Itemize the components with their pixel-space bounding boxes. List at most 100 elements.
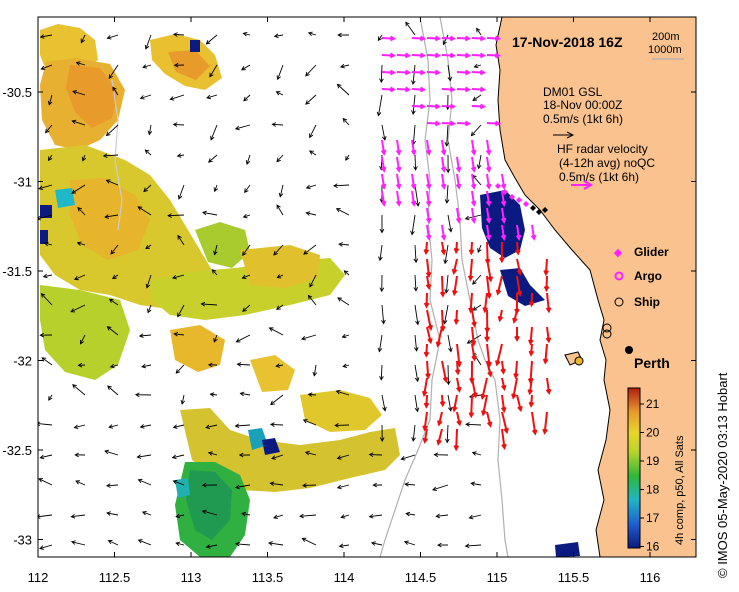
hf-radar-arrows <box>421 241 552 452</box>
current-arrow <box>171 454 185 460</box>
current-arrow <box>137 478 152 486</box>
current-arrow <box>177 234 185 246</box>
current-arrow <box>368 513 383 519</box>
hf-radar-arrow <box>528 292 535 308</box>
current-arrow <box>305 94 317 105</box>
hf-radar-arrow <box>421 377 428 398</box>
hf-radar-label: HF radar velocity <box>557 142 648 156</box>
hf-radar-arrow-north <box>470 190 477 207</box>
hf-radar-arrow-north <box>381 35 397 42</box>
x-axis: 112 112.5 113 113.5 114 114.5 115 115.5 116 <box>28 17 661 585</box>
legend-argo-label: Argo <box>634 269 662 283</box>
hf-radar-arrow <box>542 411 548 435</box>
hf-radar-arrow-north <box>411 86 427 93</box>
current-arrow <box>379 274 385 293</box>
hf-radar-arrow <box>451 394 458 413</box>
colorbar-tick-label: 16 <box>646 540 660 554</box>
current-arrow <box>472 94 482 101</box>
sst-patch <box>70 178 150 260</box>
current-arrow <box>110 244 119 255</box>
x-tick-label: 114 <box>334 570 355 585</box>
current-arrow <box>334 423 350 428</box>
hf-radar-arrow-north <box>471 86 487 93</box>
x-tick-label: 116 <box>640 570 661 585</box>
hf-radar-arrow-north <box>381 86 397 93</box>
hf-radar-arrow <box>480 377 488 401</box>
current-arrow <box>437 542 449 548</box>
current-arrow <box>338 543 350 549</box>
hf-radar-arrow-north <box>441 35 457 42</box>
hf-radar-arrow-north <box>456 120 472 127</box>
current-arrow <box>340 514 350 519</box>
current-arrow <box>138 333 152 339</box>
current-arrow <box>414 364 420 383</box>
current-arrow <box>235 334 251 343</box>
y-tick-label: -31 <box>13 175 32 190</box>
current-arrow <box>42 273 53 279</box>
current-arrow <box>134 392 152 398</box>
glider-position <box>495 183 501 189</box>
hf-radar-arrow-north <box>485 190 492 207</box>
y-tick-label: -32.5 <box>2 443 32 458</box>
current-arrow <box>276 274 284 279</box>
sst-patch <box>240 245 320 288</box>
current-arrow <box>241 511 251 517</box>
current-arrow <box>446 364 451 386</box>
current-arrow <box>111 274 119 279</box>
hf-radar-arrow <box>527 377 533 396</box>
current-arrow <box>447 394 453 412</box>
hf-radar-arrow-north <box>380 156 387 173</box>
current-arrow <box>309 274 317 288</box>
current-arrow <box>472 274 482 285</box>
current-arrow <box>276 154 284 163</box>
current-arrow <box>169 94 185 101</box>
current-arrow <box>302 419 317 426</box>
hf-radar-arrow <box>486 411 493 428</box>
hf-radar-arrow <box>423 292 430 309</box>
current-arrow <box>268 327 284 336</box>
current-arrow <box>273 33 284 39</box>
current-arrow <box>414 184 420 207</box>
glider-position <box>536 209 542 215</box>
current-arrow <box>376 94 383 117</box>
y-tick-label: -32 <box>13 354 32 369</box>
current-arrow <box>301 537 317 546</box>
legend-ship-label: Ship <box>634 295 660 309</box>
current-arrow <box>47 94 53 106</box>
hf-radar-arrow-north <box>440 139 447 156</box>
hf-radar-arrow <box>512 309 518 324</box>
hf-radar-arrow <box>545 326 552 344</box>
current-arrow <box>341 333 350 339</box>
current-arrow <box>307 294 317 306</box>
current-arrow <box>470 481 482 487</box>
hf-radar-arrow-north <box>426 35 442 42</box>
plot-frame <box>37 16 697 558</box>
hf-radar-arrow <box>486 360 493 378</box>
hf-radar-arrow <box>453 241 460 255</box>
current-arrow <box>444 274 449 294</box>
x-tick-label: 112.5 <box>99 570 131 585</box>
current-arrow <box>40 64 53 71</box>
sst-patch <box>262 438 280 455</box>
hf-radar-arrow-north <box>410 139 417 156</box>
current-arrow <box>377 34 383 42</box>
current-arrow <box>345 154 350 161</box>
hf-radar-arrow-north <box>470 139 477 156</box>
hf-radar-arrow-north <box>485 156 492 173</box>
sst-patch <box>190 40 200 52</box>
hf-radar-arrow <box>437 411 443 427</box>
hf-radar-arrow-north <box>515 224 522 241</box>
hf-radar-arrow <box>436 428 443 446</box>
current-arrow <box>206 94 218 100</box>
gsl-scale-arrow <box>553 131 575 139</box>
current-arrow <box>172 32 185 37</box>
hf-radar-arrow-north <box>471 103 487 110</box>
hf-radar-arrow-north <box>411 103 427 110</box>
hf-radar-arrow <box>482 292 488 314</box>
current-arrow <box>73 424 86 430</box>
current-arrow <box>471 451 482 456</box>
legend-ship: Ship <box>614 295 660 309</box>
y-tick-label: -30.5 <box>2 85 32 100</box>
sst-patch <box>195 222 250 268</box>
